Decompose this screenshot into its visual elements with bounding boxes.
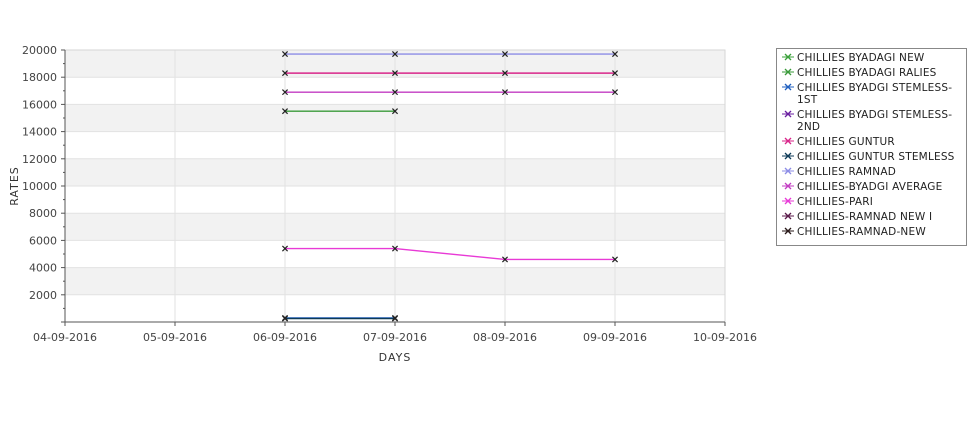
legend-marker-icon — [781, 196, 797, 208]
legend-marker-icon — [781, 52, 797, 64]
data-point-marker — [391, 89, 399, 96]
data-point-marker — [281, 315, 289, 322]
legend-item: CHILLIES-RAMNAD-NEW — [781, 226, 964, 238]
legend-label: CHILLIES BYADAGI RALIES — [797, 67, 937, 79]
y-tick-label: 12000 — [22, 153, 57, 166]
x-tick-label: 07-09-2016 — [363, 331, 427, 344]
y-tick-label: 2000 — [29, 289, 57, 302]
legend-marker-icon — [781, 82, 797, 94]
legend-label: CHILLIES RAMNAD — [797, 166, 896, 178]
legend-item: CHILLIES GUNTUR — [781, 136, 964, 148]
y-tick-label: 14000 — [22, 126, 57, 139]
data-point-marker — [281, 245, 289, 252]
x-tick-label: 09-09-2016 — [583, 331, 647, 344]
y-tick-label: 4000 — [29, 262, 57, 275]
legend-label: CHILLIES BYADGI STEMLESS-1ST — [797, 82, 953, 106]
legend-marker-icon — [781, 226, 797, 238]
y-tick-label: 18000 — [22, 71, 57, 84]
legend-label: CHILLIES BYADGI STEMLESS-2ND — [797, 109, 953, 133]
data-point-marker — [391, 245, 399, 252]
legend-item: CHILLIES BYADAGI NEW — [781, 52, 964, 64]
data-point-marker — [611, 89, 619, 96]
data-point-marker — [611, 51, 619, 58]
legend-item: CHILLIES RAMNAD — [781, 166, 964, 178]
legend-label: CHILLIES GUNTUR — [797, 136, 895, 148]
y-axis-title: RATES — [8, 166, 21, 206]
x-tick-label: 04-09-2016 — [33, 331, 97, 344]
y-tick-label: 10000 — [22, 180, 57, 193]
legend-marker-icon — [781, 136, 797, 148]
legend-marker-icon — [781, 166, 797, 178]
data-point-marker — [611, 70, 619, 77]
data-point-marker — [281, 51, 289, 58]
x-tick-label: 10-09-2016 — [693, 331, 757, 344]
legend-item: CHILLIES-BYADGI AVERAGE — [781, 181, 964, 193]
legend-label: CHILLIES-RAMNAD-NEW — [797, 226, 926, 238]
data-point-marker — [281, 89, 289, 96]
legend-label: CHILLIES BYADAGI NEW — [797, 52, 925, 64]
y-tick-label: 6000 — [29, 234, 57, 247]
data-point-marker — [281, 70, 289, 77]
data-point-marker — [281, 108, 289, 115]
x-tick-label: 08-09-2016 — [473, 331, 537, 344]
y-tick-label: 20000 — [22, 44, 57, 57]
legend-item: CHILLIES-PARI — [781, 196, 964, 208]
legend-marker-icon — [781, 211, 797, 223]
legend-marker-icon — [781, 67, 797, 79]
data-point-marker — [391, 51, 399, 58]
y-tick-label: 16000 — [22, 98, 57, 111]
chart-legend: CHILLIES BYADAGI NEW CHILLIES BYADAGI RAL… — [776, 48, 967, 246]
legend-label: CHILLIES-PARI — [797, 196, 874, 208]
data-point-marker — [391, 108, 399, 115]
y-tick-label: 8000 — [29, 207, 57, 220]
legend-item: CHILLIES GUNTUR STEMLESS — [781, 151, 964, 163]
x-tick-label: 06-09-2016 — [253, 331, 317, 344]
data-point-marker — [391, 70, 399, 77]
data-point-marker — [501, 70, 509, 77]
legend-label: CHILLIES-RAMNAD NEW I — [797, 211, 933, 223]
legend-marker-icon — [781, 181, 797, 193]
legend-item: CHILLIES BYADAGI RALIES — [781, 67, 964, 79]
series-line — [285, 247, 615, 261]
x-axis-title: DAYS — [379, 351, 412, 364]
x-tick-label: 05-09-2016 — [143, 331, 207, 344]
data-point-marker — [501, 256, 509, 263]
data-point-marker — [501, 89, 509, 96]
data-point-marker — [391, 315, 399, 322]
legend-label: CHILLIES GUNTUR STEMLESS — [797, 151, 955, 163]
legend-label: CHILLIES-BYADGI AVERAGE — [797, 181, 943, 193]
legend-item: CHILLIES-RAMNAD NEW I — [781, 211, 964, 223]
legend-item: CHILLIES BYADGI STEMLESS-1ST — [781, 82, 964, 106]
legend-marker-icon — [781, 151, 797, 163]
data-point-marker — [501, 51, 509, 58]
legend-item: CHILLIES BYADGI STEMLESS-2ND — [781, 109, 964, 133]
legend-marker-icon — [781, 109, 797, 121]
data-point-marker — [611, 256, 619, 263]
